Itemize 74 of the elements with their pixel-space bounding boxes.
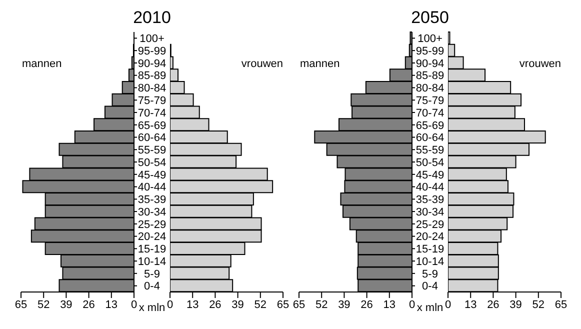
y-tick-label: 5-9 (422, 268, 438, 280)
y-tick-label: 45-49 (416, 169, 444, 182)
y-tick-label: 15-19 (138, 244, 166, 256)
y-tick-label: 75-79 (138, 95, 166, 107)
annotation: mannen (300, 58, 340, 70)
y-tick-label: 85-89 (138, 70, 166, 82)
y-tick-label: 35-39 (416, 194, 444, 206)
y-tick-label: 20-24 (416, 231, 444, 244)
y-tick-label: 10-14 (416, 256, 444, 268)
y-tick-label: 30-34 (416, 206, 444, 218)
x-tick-label: 13 (186, 298, 199, 311)
y-tick-label: 0-4 (144, 280, 160, 293)
x-tick-label: 39 (338, 298, 350, 311)
chart-title: 2050 (410, 8, 450, 28)
y-tick-label: 5-9 (144, 268, 160, 280)
x-axis-title: x mln (416, 302, 444, 314)
x-tick-label: 52 (37, 298, 50, 311)
x-tick-label: 13 (105, 298, 118, 311)
x-tick-label: 65 (276, 298, 290, 311)
y-tick-label: 10-14 (138, 256, 166, 268)
y-tick-label: 35-39 (138, 194, 166, 206)
y-tick-label: 50-54 (138, 156, 166, 169)
x-tick-label: 65 (554, 298, 568, 311)
x-tick-label: 65 (14, 298, 28, 311)
chart-title: 2010 (132, 8, 172, 28)
y-tick-label: 55-59 (138, 144, 166, 157)
y-tick-label: 80-84 (416, 82, 444, 95)
x-tick-label: 26 (82, 298, 95, 311)
y-tick-label: 65-69 (416, 120, 444, 132)
x-tick-label: 52 (532, 298, 545, 311)
y-tick-label: 95-99 (138, 45, 166, 58)
x-tick-label: 52 (254, 298, 267, 311)
y-tick-label: 75-79 (416, 95, 444, 107)
y-tick-label: 85-89 (416, 70, 444, 82)
y-tick-label: 45-49 (138, 169, 166, 182)
x-tick-label: 26 (360, 298, 373, 311)
y-tick-label: 60-64 (416, 132, 444, 144)
x-tick-label: 0 (444, 298, 452, 311)
x-axis-title: x mln (138, 302, 166, 314)
y-tick-label: 70-74 (138, 107, 166, 120)
y-tick-label: 55-59 (416, 144, 444, 157)
y-tick-label: 15-19 (416, 244, 444, 256)
y-tick-label: 40-44 (138, 182, 166, 194)
y-tick-label: 60-64 (138, 132, 166, 144)
annotation: vrouwen (519, 58, 561, 70)
x-tick-label: 13 (464, 298, 477, 311)
x-tick-label: 39 (60, 298, 72, 311)
x-tick-label: 26 (209, 298, 222, 311)
x-tick-label: 39 (510, 298, 522, 311)
x-tick-label: 39 (232, 298, 244, 311)
x-tick-label: 0 (130, 298, 138, 311)
y-tick-label: 80-84 (138, 82, 166, 95)
x-tick-label: 52 (315, 298, 328, 311)
annotation: vrouwen (241, 58, 283, 70)
y-tick-label: 65-69 (138, 120, 166, 132)
y-tick-label: 25-29 (416, 218, 444, 231)
y-tick-label: 95-99 (416, 45, 444, 58)
y-tick-label: 30-34 (138, 206, 166, 218)
y-tick-label: 100+ (140, 33, 164, 46)
y-tick-label: 0-4 (422, 280, 438, 293)
y-tick-label: 20-24 (138, 231, 166, 244)
y-tick-label: 25-29 (138, 218, 166, 231)
x-tick-label: 65 (292, 298, 306, 311)
x-tick-label: 0 (408, 298, 416, 311)
y-tick-label: 100+ (418, 33, 442, 46)
y-tick-label: 90-94 (416, 58, 444, 70)
x-tick-label: 0 (166, 298, 174, 311)
x-tick-label: 13 (383, 298, 396, 311)
x-tick-label: 26 (487, 298, 500, 311)
y-tick-label: 40-44 (416, 182, 444, 194)
y-tick-label: 70-74 (416, 107, 444, 120)
y-tick-label: 90-94 (138, 58, 166, 70)
annotation: mannen (22, 58, 62, 70)
y-tick-label: 50-54 (416, 156, 444, 169)
